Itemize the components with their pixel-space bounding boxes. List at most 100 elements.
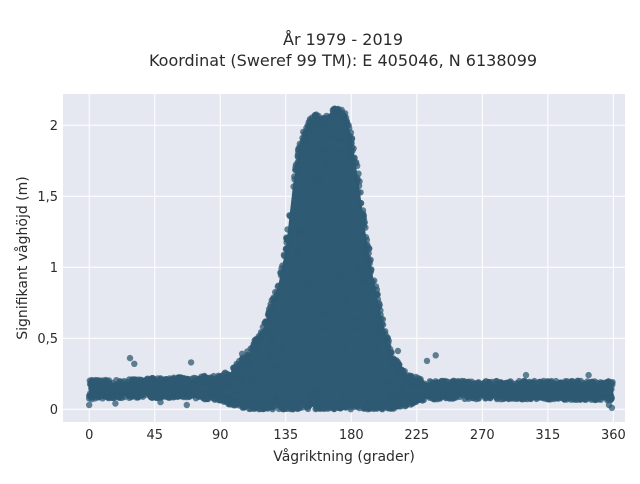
- scatter-point: [278, 346, 285, 353]
- scatter-point-outlier: [423, 357, 431, 365]
- scatter-point-outlier: [394, 347, 402, 355]
- scatter-point: [378, 315, 385, 322]
- scatter-point: [598, 390, 605, 397]
- scatter-point: [331, 105, 338, 112]
- scatter-point: [395, 403, 402, 410]
- scatter-point: [424, 382, 432, 389]
- scatter-point: [121, 377, 128, 385]
- scatter-point: [597, 380, 604, 387]
- scatter-point: [338, 112, 346, 119]
- scatter-point: [118, 394, 125, 402]
- scatter-point: [355, 170, 362, 177]
- scatter-point: [128, 379, 135, 386]
- x-axis-label: Vågriktning (grader): [273, 448, 415, 465]
- scatter-point-outlier: [585, 371, 592, 379]
- scatter-point: [355, 182, 363, 189]
- scatter-point: [352, 325, 359, 333]
- scatter-point: [290, 183, 297, 190]
- scatter-point: [368, 404, 375, 411]
- scatter-point: [305, 119, 312, 126]
- scatter-point: [297, 401, 304, 408]
- scatter-point: [456, 393, 463, 401]
- scatter-point: [605, 383, 612, 391]
- scatter-point: [133, 391, 141, 399]
- scatter-point: [352, 400, 359, 408]
- scatter-point: [210, 376, 217, 383]
- scatter-point: [431, 383, 439, 390]
- scatter-point: [339, 399, 346, 406]
- scatter-point: [277, 318, 284, 325]
- scatter-point: [449, 380, 456, 388]
- scatter-point: [200, 390, 208, 398]
- scatter-point: [345, 401, 352, 408]
- scatter-point: [107, 383, 114, 391]
- scatter-point: [503, 380, 510, 388]
- scatter-point: [295, 227, 303, 235]
- scatter-point: [556, 381, 563, 388]
- scatter-point: [360, 219, 367, 226]
- scatter-point: [385, 378, 392, 386]
- scatter-point: [357, 200, 364, 207]
- scatter-point: [415, 375, 422, 382]
- scatter-point: [506, 389, 514, 396]
- chart-subtitle: Koordinat (Sweref 99 TM): E 405046, N 61…: [149, 51, 537, 70]
- scatter-point: [289, 405, 296, 413]
- scatter-point: [360, 214, 367, 221]
- scatter-point: [178, 393, 186, 400]
- scatter-point: [324, 115, 332, 122]
- scatter-point: [378, 405, 385, 412]
- scatter-point: [403, 375, 410, 382]
- scatter-point: [495, 379, 503, 387]
- scatter-point: [196, 377, 203, 385]
- scatter-point: [311, 112, 319, 119]
- scatter-point: [419, 395, 426, 403]
- scatter-point: [148, 390, 155, 397]
- scatter-point: [522, 395, 529, 402]
- scatter-point-outlier: [183, 401, 190, 409]
- scatter-point: [270, 401, 278, 408]
- x-tick-label: 270: [470, 428, 495, 443]
- scatter-point: [291, 400, 298, 407]
- scatter-point: [217, 393, 224, 400]
- scatter-point: [389, 399, 396, 406]
- scatter-point: [221, 382, 228, 389]
- scatter-point: [373, 344, 380, 352]
- scatter-point-outlier: [522, 371, 530, 379]
- scatter-point: [384, 334, 391, 341]
- scatter-point: [548, 395, 555, 402]
- x-tick-label: 225: [404, 428, 429, 443]
- x-tick-label: 90: [212, 428, 229, 443]
- x-tick-label: 45: [146, 428, 163, 443]
- scatter-point: [467, 392, 475, 399]
- scatter-density-core: [89, 109, 614, 407]
- scatter-point: [330, 405, 338, 413]
- scatter-point: [88, 385, 95, 392]
- scatter-point: [354, 263, 361, 271]
- scatter-point: [286, 212, 293, 219]
- scatter-point: [170, 374, 177, 381]
- scatter-point: [363, 236, 371, 244]
- scatter-point: [236, 376, 244, 383]
- scatter-point: [429, 391, 437, 398]
- scatter-point: [398, 383, 405, 391]
- scatter-point: [579, 390, 586, 397]
- scatter-point: [467, 384, 474, 392]
- scatter-point: [364, 243, 371, 250]
- scatter-point: [373, 290, 380, 297]
- scatter-point: [108, 394, 115, 401]
- scatter-point: [369, 278, 376, 285]
- scatter-point: [140, 387, 147, 395]
- scatter-point-outlier: [131, 360, 138, 367]
- scatter-point: [268, 297, 275, 304]
- scatter-point: [510, 384, 517, 391]
- scatter-point-outlier: [238, 350, 246, 357]
- scatter-point-outlier: [187, 359, 195, 366]
- scatter-point: [233, 388, 241, 395]
- scatter-point: [454, 386, 462, 394]
- scatter-point: [520, 378, 527, 385]
- scatter-point: [571, 389, 578, 397]
- scatter-point: [368, 399, 375, 407]
- scatter-point: [373, 399, 381, 406]
